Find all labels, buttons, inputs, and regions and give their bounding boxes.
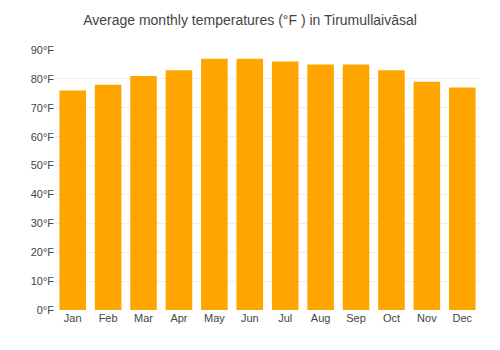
svg-text:50°F: 50°F — [31, 159, 55, 171]
svg-text:Dec: Dec — [453, 312, 473, 324]
svg-text:Apr: Apr — [170, 312, 187, 324]
svg-text:Feb: Feb — [99, 312, 118, 324]
svg-text:40°F: 40°F — [31, 188, 55, 200]
svg-text:Jul: Jul — [278, 312, 292, 324]
svg-text:70°F: 70°F — [31, 102, 55, 114]
svg-text:90°F: 90°F — [31, 44, 55, 56]
svg-text:0°F: 0°F — [37, 304, 55, 316]
svg-text:Average monthly temperatures (: Average monthly temperatures (°F ) in Ti… — [83, 12, 417, 28]
svg-text:20°F: 20°F — [31, 246, 55, 258]
svg-text:Aug: Aug — [311, 312, 331, 324]
svg-text:May: May — [204, 312, 225, 324]
svg-text:80°F: 80°F — [31, 73, 55, 85]
svg-text:Sep: Sep — [346, 312, 366, 324]
svg-text:60°F: 60°F — [31, 131, 55, 143]
svg-text:Oct: Oct — [383, 312, 400, 324]
svg-text:Jun: Jun — [241, 312, 259, 324]
svg-text:Mar: Mar — [134, 312, 153, 324]
svg-text:Nov: Nov — [417, 312, 437, 324]
svg-text:10°F: 10°F — [31, 275, 55, 287]
svg-text:30°F: 30°F — [31, 217, 55, 229]
svg-text:Jan: Jan — [64, 312, 82, 324]
